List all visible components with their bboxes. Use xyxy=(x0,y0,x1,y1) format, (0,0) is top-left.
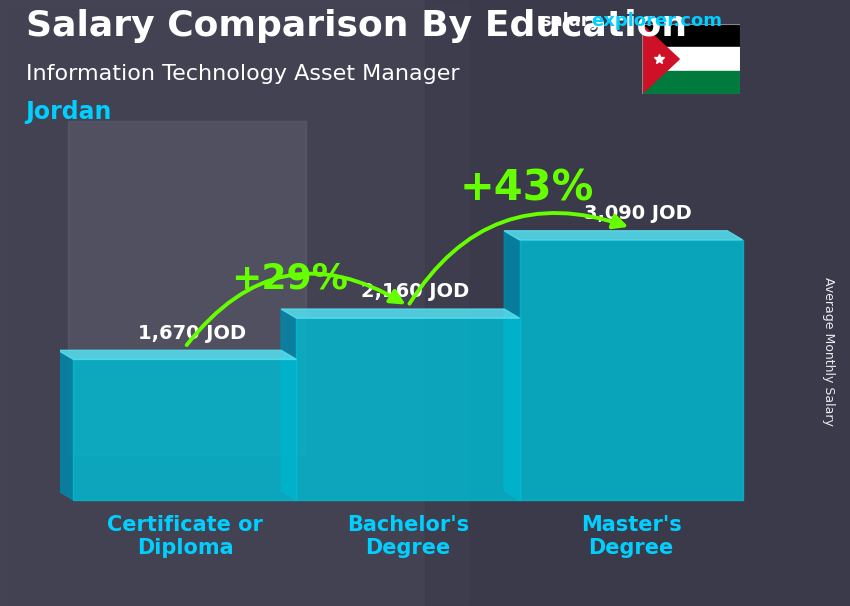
Bar xyxy=(519,240,743,500)
Polygon shape xyxy=(281,309,519,318)
Text: salary: salary xyxy=(540,12,601,30)
Polygon shape xyxy=(58,350,297,359)
Bar xyxy=(0,0,468,606)
Bar xyxy=(68,121,306,454)
Text: Bachelor's
Degree: Bachelor's Degree xyxy=(347,515,469,558)
Bar xyxy=(642,47,740,71)
Text: +43%: +43% xyxy=(459,167,593,209)
Text: Information Technology Asset Manager: Information Technology Asset Manager xyxy=(26,64,459,84)
Polygon shape xyxy=(504,231,519,500)
Bar xyxy=(297,318,519,500)
Text: 3,090 JOD: 3,090 JOD xyxy=(584,204,692,223)
Polygon shape xyxy=(58,350,73,500)
Polygon shape xyxy=(281,309,297,500)
Bar xyxy=(642,71,740,94)
Text: explorer.com: explorer.com xyxy=(591,12,722,30)
Text: Salary Comparison By Education: Salary Comparison By Education xyxy=(26,9,687,43)
Bar xyxy=(73,359,297,500)
Text: 1,670 JOD: 1,670 JOD xyxy=(138,324,246,343)
Text: 2,160 JOD: 2,160 JOD xyxy=(361,282,469,301)
Bar xyxy=(642,24,740,47)
Text: Jordan: Jordan xyxy=(26,100,112,124)
Polygon shape xyxy=(642,24,679,94)
Text: +29%: +29% xyxy=(231,261,348,295)
Text: Certificate or
Diploma: Certificate or Diploma xyxy=(107,515,263,558)
Bar xyxy=(425,0,850,606)
Text: Master's
Degree: Master's Degree xyxy=(581,515,682,558)
Text: Average Monthly Salary: Average Monthly Salary xyxy=(822,277,836,426)
Polygon shape xyxy=(504,231,743,240)
